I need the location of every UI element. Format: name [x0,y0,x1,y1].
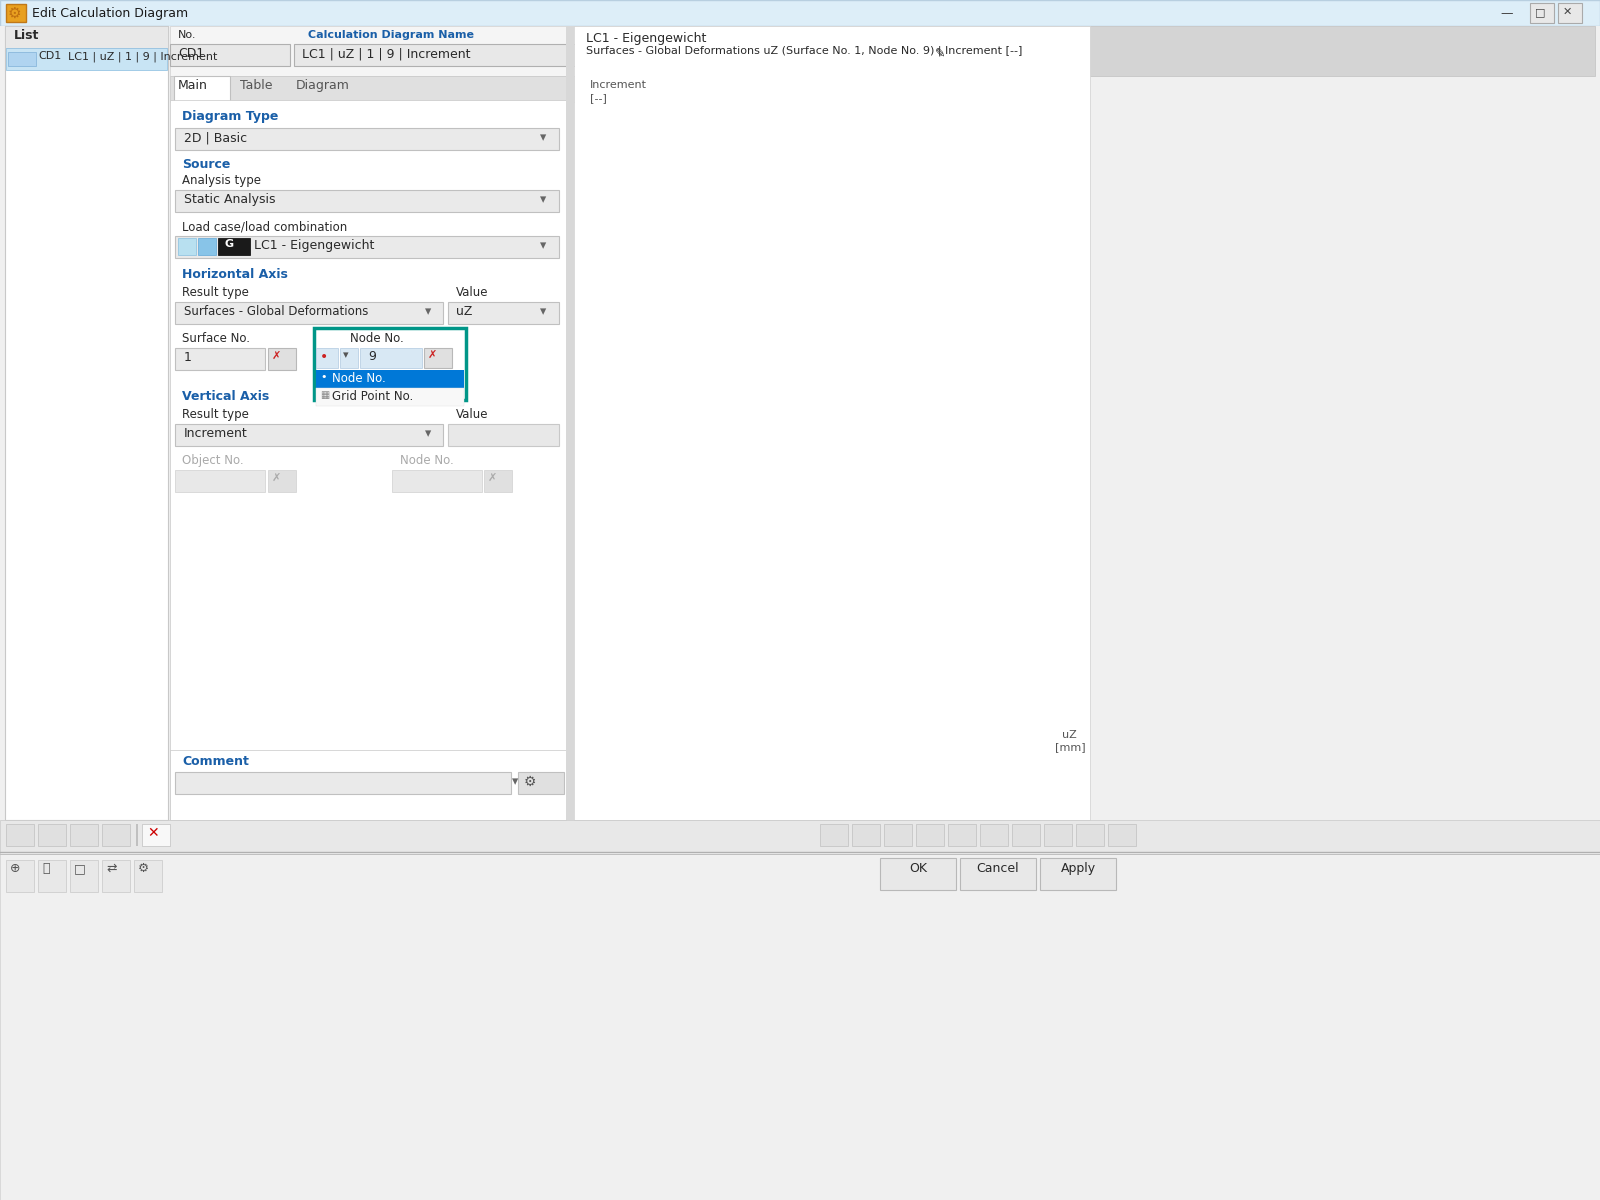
Text: No.: No. [178,30,197,40]
Text: ▾: ▾ [541,239,546,252]
Text: ✕: ✕ [147,826,158,840]
Text: Grid Point No.: Grid Point No. [333,390,413,403]
Text: Surfaces - Global Deformations: Surfaces - Global Deformations [184,305,368,318]
Text: Horizontal Axis: Horizontal Axis [182,268,288,281]
Text: ▾: ▾ [512,775,518,788]
Text: ⚙: ⚙ [8,6,22,20]
Text: ▾: ▾ [426,305,432,318]
Text: Diagram: Diagram [296,79,350,92]
Text: ▦: ▦ [320,390,330,400]
Text: List: List [14,29,40,42]
Text: Analysis type: Analysis type [182,174,261,187]
Text: uZ: uZ [456,305,472,318]
Text: Load case/load combination: Load case/load combination [182,220,347,233]
Text: Vertical Axis: Vertical Axis [182,390,269,403]
Text: 9: 9 [368,350,376,364]
Text: CD1: CD1 [38,50,61,61]
Text: Result type: Result type [182,408,250,421]
Text: Diagram Type: Diagram Type [182,110,278,122]
Text: ▾: ▾ [541,305,546,318]
Text: 1: 1 [184,350,192,364]
Text: Value: Value [456,286,488,299]
Text: LC1 - Eigengewicht: LC1 - Eigengewicht [586,32,706,44]
Text: —: — [1501,7,1512,20]
Text: Increment: Increment [590,80,646,90]
Text: Edit Calculation Diagram: Edit Calculation Diagram [32,7,189,20]
Text: Node No.: Node No. [333,372,386,385]
Text: ▾: ▾ [541,193,546,206]
Text: [--]: [--] [590,92,606,103]
Text: •: • [320,372,326,382]
Text: ✗: ✗ [272,473,282,482]
Text: LC1 | uZ | 1 | 9 | Increment: LC1 | uZ | 1 | 9 | Increment [67,50,218,61]
Text: 2D | Basic: 2D | Basic [184,131,246,144]
Text: Node No.: Node No. [400,454,454,467]
Text: □: □ [1534,7,1546,17]
Text: Object No.: Object No. [182,454,243,467]
Text: ⇄: ⇄ [106,862,117,875]
Text: ▾: ▾ [342,350,349,360]
Text: ✗: ✗ [272,350,282,361]
Text: Increment: Increment [184,427,248,440]
Text: Calculation Diagram Name: Calculation Diagram Name [307,30,474,40]
Text: •: • [320,350,328,364]
Text: Comment: Comment [182,755,250,768]
Text: Static Analysis: Static Analysis [184,193,275,206]
Text: [mm]: [mm] [1054,742,1086,752]
Text: ✗: ✗ [429,350,437,360]
Text: CD1: CD1 [178,47,205,60]
Text: ✗: ✗ [488,473,498,482]
Text: Source: Source [182,158,230,170]
Text: Cancel: Cancel [976,862,1019,875]
Text: LC1 | uZ | 1 | 9 | Increment: LC1 | uZ | 1 | 9 | Increment [302,47,470,60]
Text: ✎: ✎ [934,47,946,60]
Text: 🗎: 🗎 [42,862,50,875]
Text: ▾: ▾ [541,131,546,144]
Text: LC1 - Eigengewicht: LC1 - Eigengewicht [254,239,374,252]
Text: Value: Value [456,408,488,421]
Text: ✕: ✕ [1563,7,1573,17]
Text: ⊕: ⊕ [10,862,21,875]
Text: Node No.: Node No. [330,332,384,344]
Text: OK: OK [909,862,926,875]
Text: ⚙: ⚙ [138,862,149,875]
Text: G: G [224,239,234,248]
Text: uZ: uZ [1062,730,1077,740]
Text: Apply: Apply [1061,862,1096,875]
Text: Table: Table [240,79,272,92]
Text: ▾: ▾ [426,427,432,440]
Text: Node No.: Node No. [350,332,403,344]
Text: □: □ [74,862,86,875]
Text: Result type: Result type [182,286,250,299]
Text: Main: Main [178,79,208,92]
Text: ⚙: ⚙ [525,775,536,790]
Text: Surfaces - Global Deformations uZ (Surface No. 1, Node No. 9) | Increment [--]: Surfaces - Global Deformations uZ (Surfa… [586,46,1022,56]
Text: Surface No.: Surface No. [182,332,250,344]
